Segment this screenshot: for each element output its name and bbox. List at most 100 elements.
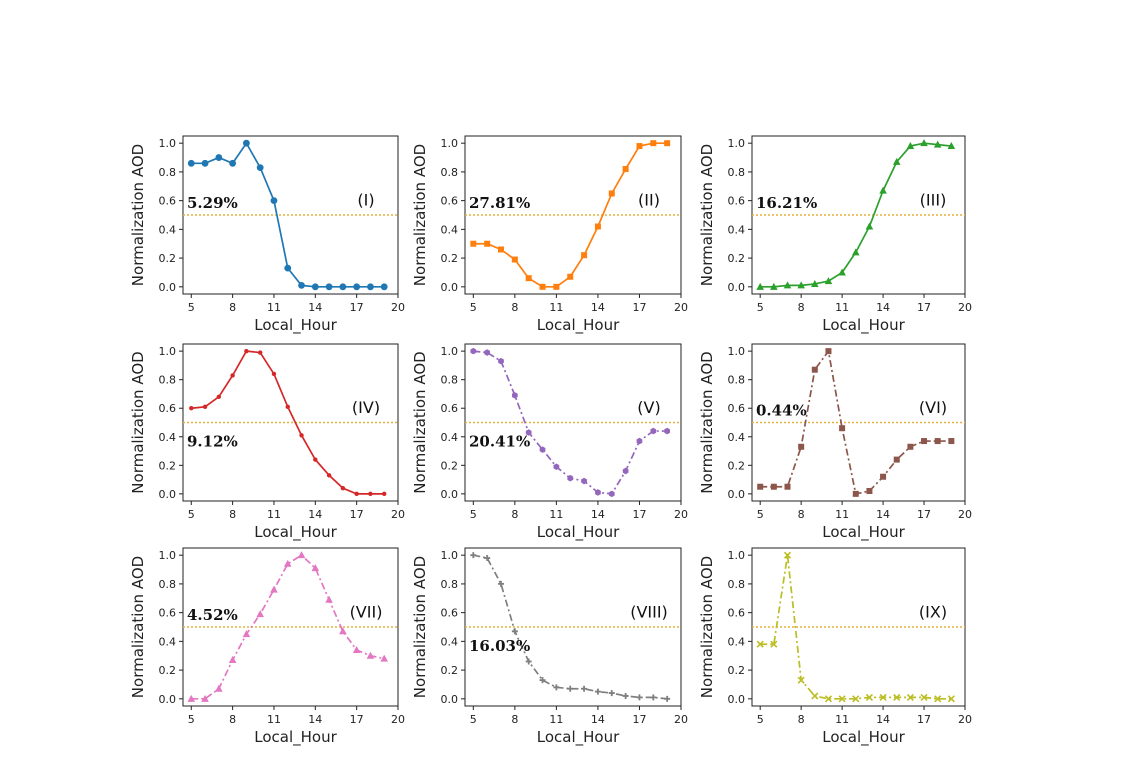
data-point xyxy=(907,443,914,450)
data-point xyxy=(784,483,791,490)
y-tick-label: 0.8 xyxy=(728,578,746,591)
data-point xyxy=(770,282,778,290)
panel-label: (VI) xyxy=(919,398,947,417)
x-axis-label: Local_Hour xyxy=(822,523,905,542)
y-tick-label: 1.0 xyxy=(159,549,177,562)
y-tick-label: 0.4 xyxy=(159,223,177,236)
data-point xyxy=(511,628,518,635)
y-tick-label: 0.2 xyxy=(159,459,177,472)
x-tick-label: 8 xyxy=(798,508,805,521)
panel-label: (VIII) xyxy=(630,603,668,622)
y-tick-label: 0.2 xyxy=(728,664,746,677)
chart-panel-4: 5 8 11 14 17 20 0.0 0.2 0.4 0.6 0.8 1.0 Local_Hour No… xyxy=(129,343,405,542)
y-tick-label: 0.0 xyxy=(441,488,459,501)
data-point xyxy=(838,695,846,703)
data-point xyxy=(622,166,629,173)
data-point xyxy=(325,283,333,291)
x-tick-label: 20 xyxy=(958,508,972,521)
y-tick-label: 0.8 xyxy=(159,578,177,591)
x-tick-label: 20 xyxy=(674,301,688,314)
y-tick-label: 1.0 xyxy=(728,549,746,562)
data-point xyxy=(498,246,504,253)
x-tick-label: 14 xyxy=(876,301,890,314)
data-point xyxy=(567,273,574,280)
y-axis-label: Normalization AOD xyxy=(129,144,147,286)
data-point xyxy=(757,483,764,490)
data-point xyxy=(608,490,615,498)
y-axis-label: Normalization AOD xyxy=(698,351,716,493)
data-point xyxy=(934,438,941,445)
data-point xyxy=(525,658,532,665)
data-point xyxy=(298,281,305,289)
data-point xyxy=(636,437,643,445)
data-point xyxy=(906,142,915,150)
percentage-label: 9.12% xyxy=(187,433,238,451)
panel-label: (II) xyxy=(638,191,660,210)
data-point xyxy=(934,695,942,703)
x-tick-label: 20 xyxy=(958,713,972,726)
data-point xyxy=(770,483,777,490)
data-point xyxy=(622,692,629,699)
data-point xyxy=(271,371,277,377)
data-point xyxy=(539,677,546,684)
x-tick-label: 5 xyxy=(470,508,477,521)
percentage-label: 16.21% xyxy=(756,194,817,212)
panel-label: (IX) xyxy=(919,603,947,622)
data-point xyxy=(201,694,209,702)
data-point xyxy=(484,555,491,562)
data-point xyxy=(470,240,477,247)
y-tick-label: 0.6 xyxy=(728,195,746,208)
data-point xyxy=(866,488,873,495)
data-point xyxy=(783,551,792,559)
x-tick-label: 5 xyxy=(470,301,477,314)
data-point xyxy=(636,694,643,701)
chart-panel-9: 5 8 11 14 17 20 0.0 0.2 0.4 0.6 0.8 1.0 Local_Hour No… xyxy=(698,547,972,747)
data-point xyxy=(947,695,955,703)
x-tick-label: 8 xyxy=(229,508,236,521)
x-tick-label: 8 xyxy=(798,301,805,314)
data-point xyxy=(257,350,263,355)
x-tick-label: 14 xyxy=(591,713,605,726)
x-tick-label: 8 xyxy=(229,713,236,726)
data-point xyxy=(367,283,374,291)
data-point xyxy=(484,240,491,247)
data-point xyxy=(228,656,237,664)
data-point xyxy=(380,654,389,662)
y-axis-label: Normalization AOD xyxy=(129,556,147,698)
percentage-label: 16.03% xyxy=(469,637,530,655)
y-tick-label: 0.4 xyxy=(441,223,459,236)
percentage-label: 20.41% xyxy=(469,433,530,451)
data-point xyxy=(756,282,764,290)
data-point xyxy=(852,490,859,497)
x-tick-label: 17 xyxy=(632,713,646,726)
y-tick-label: 0.6 xyxy=(441,402,459,415)
x-tick-label: 17 xyxy=(632,508,646,521)
x-tick-label: 5 xyxy=(188,301,195,314)
data-point xyxy=(216,394,222,400)
chart-panel-3: 5 8 11 14 17 20 0.0 0.2 0.4 0.6 0.8 1.0 Local_Hour No… xyxy=(698,135,972,335)
series-line xyxy=(191,554,385,700)
y-tick-label: 0.0 xyxy=(728,693,746,706)
x-tick-label: 14 xyxy=(591,301,605,314)
data-point xyxy=(325,595,333,603)
data-point xyxy=(340,485,346,491)
x-tick-label: 17 xyxy=(350,301,364,314)
data-point xyxy=(636,143,643,150)
x-tick-label: 20 xyxy=(391,301,405,314)
percentage-label: 4.52% xyxy=(187,606,238,624)
data-point xyxy=(783,281,792,289)
y-tick-label: 0.4 xyxy=(728,223,746,236)
data-point xyxy=(270,585,278,593)
data-point xyxy=(581,685,588,692)
x-tick-label: 20 xyxy=(674,713,688,726)
data-point xyxy=(879,693,887,701)
data-point xyxy=(892,157,901,165)
y-tick-label: 0.0 xyxy=(159,488,177,501)
data-point xyxy=(311,283,319,291)
data-point xyxy=(189,406,194,411)
y-tick-label: 1.0 xyxy=(728,137,746,150)
x-tick-label: 14 xyxy=(308,508,322,521)
panel-label: (III) xyxy=(920,191,947,210)
data-point xyxy=(664,140,671,147)
